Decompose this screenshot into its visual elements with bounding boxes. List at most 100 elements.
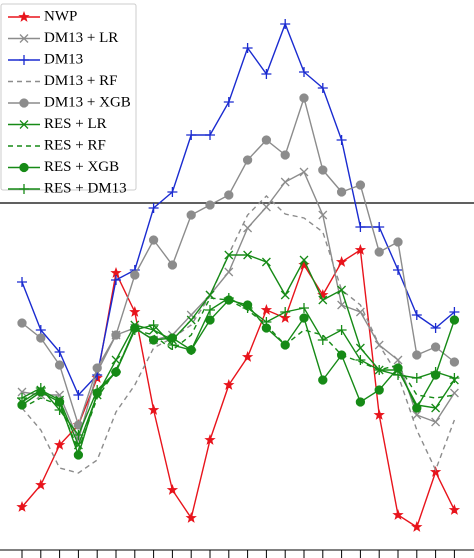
point-marker	[92, 363, 102, 373]
legend-marker	[19, 120, 29, 129]
legend-label: DM13 + RF	[44, 73, 117, 89]
point-marker	[241, 351, 254, 362]
point-marker	[392, 509, 404, 520]
point-marker	[166, 484, 179, 495]
legend-label: DM13 + LR	[44, 30, 118, 46]
point-marker	[280, 307, 291, 317]
point-marker	[147, 404, 160, 415]
point-marker	[224, 250, 234, 260]
series-line	[21, 248, 456, 529]
point-marker	[299, 93, 309, 103]
point-marker	[16, 501, 28, 512]
point-marker	[449, 357, 460, 367]
point-marker	[54, 405, 65, 415]
point-marker	[336, 350, 347, 360]
point-marker	[374, 365, 385, 375]
point-marker	[318, 295, 328, 305]
point-marker	[205, 130, 215, 140]
point-marker	[393, 370, 403, 380]
point-marker	[280, 177, 290, 187]
point-marker	[261, 69, 272, 79]
point-marker	[411, 310, 422, 320]
point-marker	[430, 342, 441, 352]
point-marker	[223, 97, 234, 107]
point-marker	[167, 260, 178, 270]
point-marker	[148, 235, 159, 245]
point-marker	[35, 479, 47, 490]
point-marker	[242, 155, 253, 165]
point-marker	[186, 210, 196, 220]
legend-label: NWP	[44, 8, 77, 24]
point-marker	[185, 512, 197, 523]
point-marker	[354, 244, 367, 255]
legend: NWP DM13 + LR DM13 DM13 + RF DM13 + XGB RES +…	[0, 3, 137, 196]
point-marker	[280, 19, 291, 29]
point-marker	[130, 270, 140, 280]
point-marker	[73, 450, 84, 460]
legend-marker	[19, 55, 29, 65]
point-marker	[430, 323, 441, 333]
point-marker	[54, 347, 65, 357]
point-marker	[205, 200, 215, 210]
point-marker	[17, 387, 27, 397]
point-marker	[243, 250, 253, 260]
point-marker	[148, 335, 159, 345]
legend-label: RES + LR	[44, 116, 107, 132]
point-marker	[224, 190, 234, 200]
series-line	[21, 195, 456, 474]
point-marker	[355, 355, 366, 365]
point-marker	[430, 367, 441, 377]
point-marker	[374, 222, 385, 232]
legend-label: RES + DM13	[44, 180, 127, 196]
point-marker	[335, 256, 348, 267]
point-marker	[224, 267, 234, 277]
legend-marker	[19, 98, 29, 108]
series-line	[21, 299, 456, 458]
point-marker	[35, 383, 46, 393]
point-marker	[393, 237, 403, 247]
point-marker	[242, 43, 253, 53]
point-marker	[412, 410, 422, 420]
point-marker	[431, 417, 441, 427]
point-marker	[243, 223, 253, 233]
point-marker	[261, 135, 272, 145]
point-marker	[280, 150, 290, 160]
legend-label: DM13 + XGB	[44, 94, 131, 110]
point-marker	[336, 135, 347, 145]
point-marker	[148, 203, 159, 213]
point-marker	[129, 325, 140, 335]
series-line	[21, 297, 455, 452]
point-marker	[111, 355, 121, 365]
point-marker	[412, 350, 422, 360]
point-marker	[337, 300, 347, 310]
point-marker	[449, 315, 460, 325]
point-marker	[54, 360, 65, 370]
series-line	[21, 297, 455, 437]
legend-marker	[19, 34, 29, 43]
point-marker	[449, 307, 460, 317]
legend-marker	[18, 11, 30, 22]
point-marker	[318, 165, 328, 175]
legend-marker	[19, 162, 29, 173]
point-marker	[318, 210, 328, 220]
point-marker	[374, 385, 384, 395]
point-marker	[337, 285, 347, 295]
point-marker	[280, 340, 290, 350]
point-marker	[431, 403, 441, 413]
point-marker	[167, 340, 178, 350]
point-marker	[317, 83, 328, 93]
point-marker	[411, 521, 423, 532]
point-marker	[53, 439, 66, 450]
point-marker	[448, 504, 461, 515]
point-marker	[299, 255, 309, 265]
point-marker	[186, 315, 196, 325]
point-marker	[355, 343, 365, 353]
point-marker	[111, 367, 121, 377]
point-marker	[36, 333, 46, 343]
point-marker	[186, 345, 197, 355]
legend-box	[0, 3, 137, 191]
point-marker	[280, 290, 290, 300]
point-marker	[223, 293, 234, 303]
point-marker	[355, 222, 366, 232]
point-marker	[318, 375, 328, 385]
